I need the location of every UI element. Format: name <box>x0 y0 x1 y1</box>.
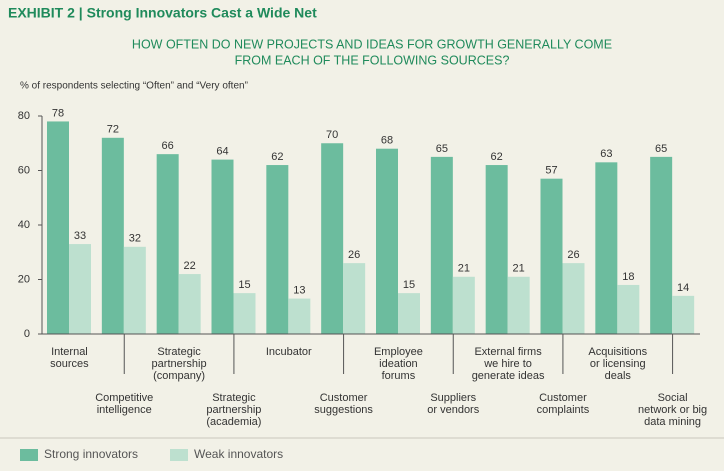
value-label: 62 <box>271 151 283 163</box>
value-label: 68 <box>381 135 393 147</box>
x-tick-label: Acquisitions <box>588 346 647 358</box>
x-tick-label: forums <box>382 370 416 382</box>
x-tick-label: deals <box>605 370 632 382</box>
value-label: 13 <box>293 284 305 296</box>
bar <box>485 165 508 334</box>
value-label: 22 <box>184 260 196 272</box>
bar <box>595 162 618 334</box>
bar <box>101 137 124 334</box>
bar <box>562 263 585 334</box>
bar <box>156 154 179 334</box>
value-label: 18 <box>622 271 634 283</box>
value-label: 70 <box>326 129 338 141</box>
y-axis-label: % of respondents selecting “Often” and “… <box>20 81 248 92</box>
bar <box>376 148 398 334</box>
bar <box>233 293 256 334</box>
value-label: 63 <box>600 148 612 160</box>
y-tick-label: 0 <box>24 328 30 340</box>
x-tick-label: generate ideas <box>472 370 545 382</box>
value-label: 26 <box>348 249 360 261</box>
bar <box>430 156 453 334</box>
x-tick-label: (company) <box>153 370 205 382</box>
x-tick-label: or vendors <box>427 404 479 416</box>
x-tick-label: Strategic <box>157 346 201 358</box>
legend-swatch <box>20 449 38 461</box>
value-label: 15 <box>403 279 415 291</box>
x-tick-label: partnership <box>206 404 261 416</box>
x-tick-label: Customer <box>539 392 587 404</box>
x-tick-label: External firms <box>474 346 542 358</box>
value-label: 21 <box>458 263 470 275</box>
x-tick-label: Social <box>658 392 688 404</box>
x-tick-label: Suppliers <box>430 392 476 404</box>
value-label: 66 <box>162 140 174 152</box>
value-label: 62 <box>491 151 503 163</box>
bar <box>650 156 673 334</box>
y-tick-label: 60 <box>18 164 30 176</box>
bar <box>288 298 311 334</box>
x-tick-label: Competitive <box>95 392 153 404</box>
value-label: 57 <box>545 165 557 177</box>
legend-label: Weak innovators <box>194 447 283 461</box>
bar <box>452 276 475 334</box>
y-tick-label: 40 <box>18 219 30 231</box>
value-label: 26 <box>567 249 579 261</box>
x-tick-label: Employee <box>374 346 423 358</box>
bar <box>540 178 563 334</box>
value-label: 33 <box>74 230 86 242</box>
x-tick-label: Internal <box>51 346 88 358</box>
bar <box>398 293 420 334</box>
bar <box>211 159 234 334</box>
value-label: 78 <box>52 107 64 119</box>
x-tick-label: intelligence <box>97 404 152 416</box>
x-tick-label: Incubator <box>266 346 312 358</box>
legend-swatch <box>170 449 188 461</box>
x-tick-label: sources <box>50 358 89 370</box>
bar <box>507 276 530 334</box>
x-tick-label: Customer <box>320 392 368 404</box>
bar <box>178 274 201 334</box>
value-label: 65 <box>436 143 448 155</box>
bar <box>672 295 695 334</box>
value-label: 32 <box>129 233 141 245</box>
value-label: 15 <box>238 279 250 291</box>
x-tick-label: (academia) <box>206 416 261 428</box>
bar <box>69 244 91 334</box>
value-label: 65 <box>655 143 667 155</box>
value-label: 21 <box>513 263 525 275</box>
x-tick-label: Strategic <box>212 392 256 404</box>
y-tick-label: 20 <box>18 273 30 285</box>
bar <box>47 121 69 334</box>
value-label: 14 <box>677 282 689 294</box>
y-tick-label: 80 <box>18 110 30 122</box>
chart-title: EXHIBIT 2 | Strong Innovators Cast a Wid… <box>8 5 317 21</box>
legend-label: Strong innovators <box>44 447 138 461</box>
value-label: 64 <box>216 146 228 158</box>
x-tick-label: ideation <box>379 358 418 370</box>
x-tick-label: or licensing <box>590 358 646 370</box>
chart-subtitle: FROM EACH OF THE FOLLOWING SOURCES? <box>235 53 510 67</box>
bar <box>617 284 640 334</box>
bar <box>266 165 289 334</box>
x-tick-label: data mining <box>644 416 701 428</box>
x-tick-label: partnership <box>152 358 207 370</box>
bar <box>123 246 146 334</box>
x-tick-label: we hire to <box>483 358 532 370</box>
chart-subtitle: HOW OFTEN DO NEW PROJECTS AND IDEAS FOR … <box>132 37 612 51</box>
x-tick-label: suggestions <box>314 404 373 416</box>
bar <box>321 143 344 334</box>
x-tick-label: complaints <box>537 404 590 416</box>
x-tick-label: network or big <box>638 404 707 416</box>
bar <box>343 263 366 334</box>
value-label: 72 <box>107 124 119 136</box>
